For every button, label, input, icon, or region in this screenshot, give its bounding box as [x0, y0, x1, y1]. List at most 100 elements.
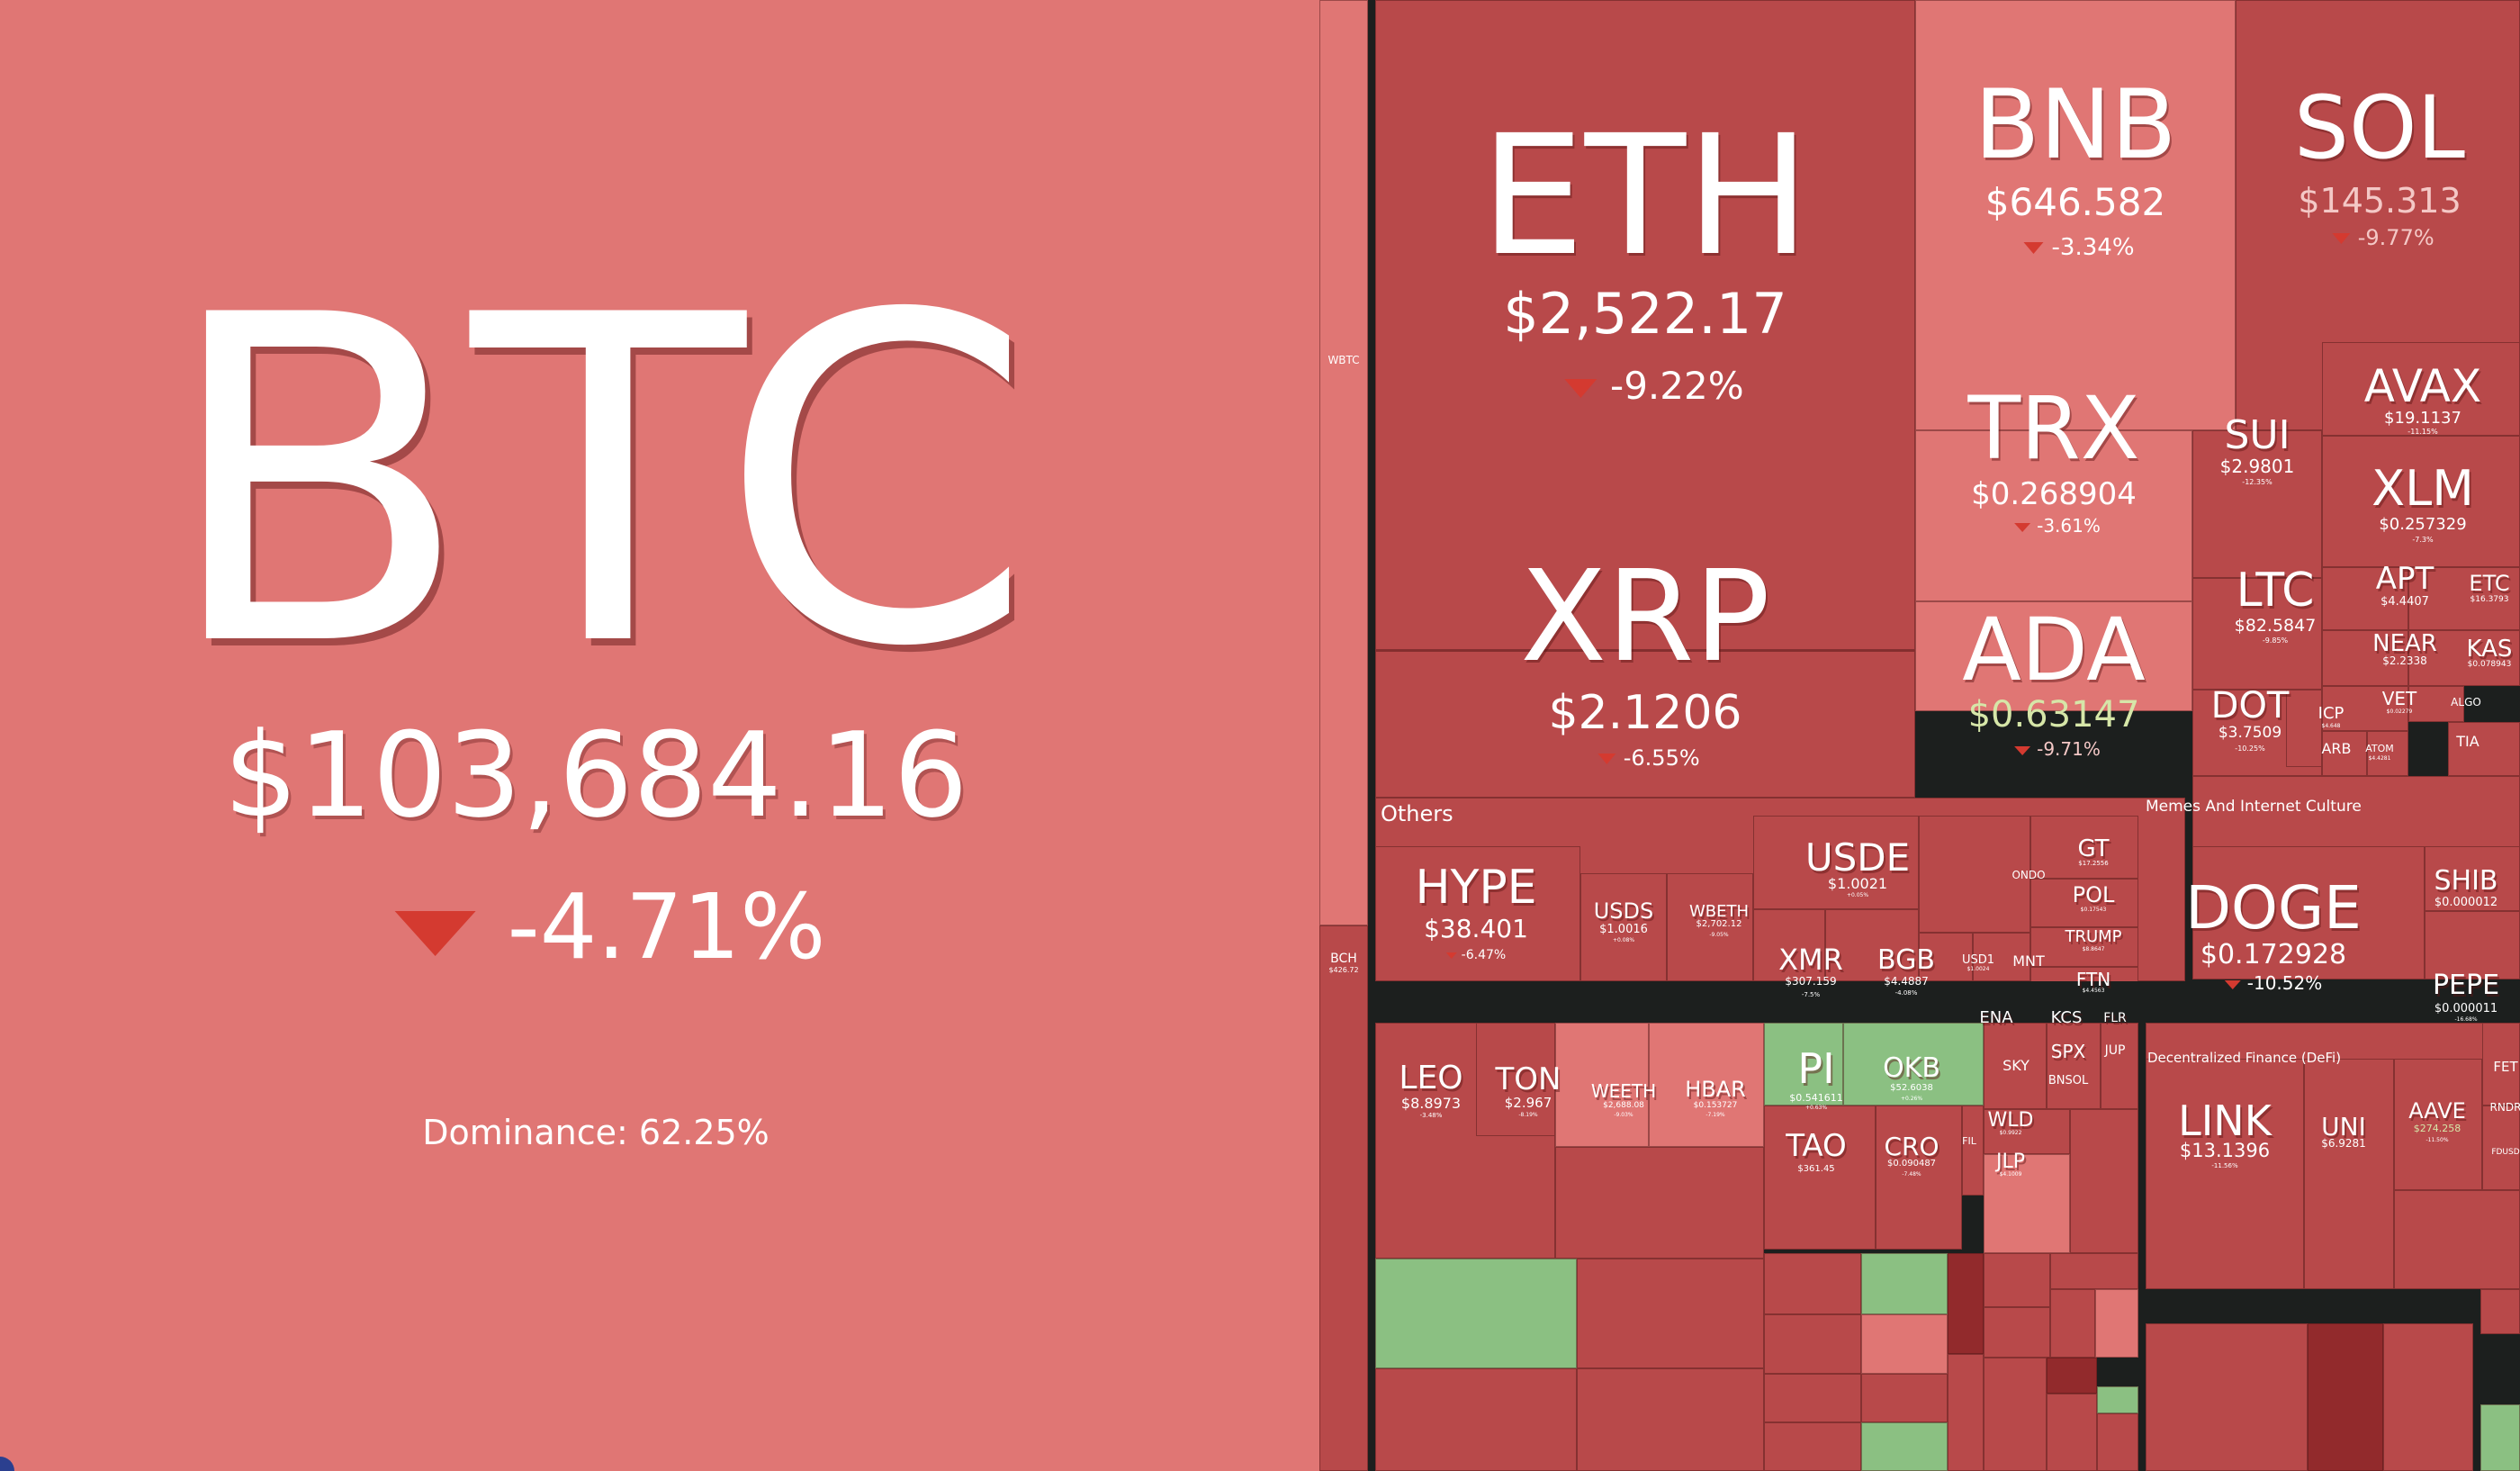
tile-filler-n[interactable] [1984, 1253, 2050, 1307]
tile-icp[interactable] [2286, 690, 2322, 767]
weeth-change: -9.03% [1614, 1112, 1634, 1118]
tile-gt[interactable] [2030, 816, 2138, 879]
tile-spx[interactable] [2047, 1023, 2101, 1109]
tile-shib[interactable] [2425, 846, 2520, 911]
tile-green-2[interactable] [1861, 1253, 1948, 1314]
tile-filler-i[interactable] [1764, 1374, 1861, 1422]
tile-filler-q[interactable] [2050, 1289, 2095, 1358]
tile-filler-o[interactable] [2050, 1253, 2138, 1289]
tile-filler-h[interactable] [1861, 1314, 1948, 1374]
tile-fdusd[interactable] [2394, 1190, 2520, 1289]
tile-filler-z[interactable] [2480, 1289, 2520, 1334]
tile-xlm[interactable] [2322, 436, 2520, 567]
tile-link[interactable] [2146, 1059, 2304, 1289]
tile-jlp[interactable] [1984, 1154, 2070, 1253]
tile-filler-r[interactable] [2095, 1289, 2138, 1358]
tile-filler-k[interactable] [1764, 1422, 1861, 1471]
tile-filler-g[interactable] [1764, 1314, 1861, 1374]
tile-bnb[interactable] [1915, 0, 2236, 430]
tile-green-5[interactable] [2480, 1404, 2520, 1471]
tile-filler-s[interactable] [1984, 1358, 2047, 1471]
tile-jup[interactable] [2101, 1023, 2138, 1109]
tile-filler-t[interactable] [2047, 1358, 2097, 1394]
tile-bch[interactable] [1319, 925, 1368, 1471]
tile-pi[interactable] [1764, 1023, 1843, 1106]
tile-green-1[interactable] [1375, 1259, 1577, 1368]
tile-green-4[interactable] [2097, 1386, 2138, 1413]
mnt-symbol: MNT [2012, 952, 2045, 970]
weeth-symbol: WEETH [1590, 1080, 1657, 1102]
tile-btc[interactable] [0, 0, 1319, 1471]
tile-trx[interactable] [1915, 430, 2192, 601]
tile-filler-f[interactable] [1764, 1253, 1861, 1314]
usd1-price: $1.0024 [1966, 966, 1990, 972]
tile-sky[interactable] [1984, 1023, 2047, 1109]
tile-filler-l[interactable] [1948, 1253, 1984, 1354]
btc-price: $103,684.16 [223, 707, 968, 844]
tile-eth[interactable] [1375, 0, 1915, 650]
tile-wld[interactable] [1984, 1109, 2070, 1154]
tile-xmr[interactable] [1753, 909, 1825, 981]
tile-tao[interactable] [1764, 1106, 1876, 1250]
tile-filler-y[interactable] [2383, 1323, 2473, 1471]
tile-near[interactable] [2322, 630, 2408, 686]
tile-ltc[interactable] [2192, 578, 2322, 690]
tile-hype[interactable] [1375, 846, 1580, 981]
tile-usd1[interactable] [1919, 933, 1973, 981]
tile-usde[interactable] [1753, 816, 1919, 909]
tile-ondo[interactable] [1919, 816, 2030, 933]
tile-uni[interactable] [2304, 1059, 2394, 1289]
tile-wbeth[interactable] [1667, 873, 1753, 981]
tile-hbar[interactable] [1649, 1023, 1764, 1147]
tile-filler-v[interactable] [2097, 1413, 2138, 1471]
tile-filler-m[interactable] [1948, 1354, 1984, 1471]
tile-filler-b[interactable] [2070, 1109, 2138, 1253]
tile-usds[interactable] [1580, 873, 1667, 981]
down-arrow-icon [1598, 754, 1616, 764]
link-price: $13.1396 [2179, 1140, 2271, 1161]
tile-avax[interactable] [2322, 342, 2520, 436]
tile-green-3[interactable] [1861, 1422, 1948, 1471]
tile-ton[interactable] [1476, 1023, 1555, 1136]
tile-filler-w[interactable] [2146, 1323, 2308, 1471]
tile-filler-a[interactable] [1555, 1147, 1764, 1259]
tile-atom[interactable] [2367, 731, 2408, 776]
tile-mnt[interactable] [1973, 933, 2030, 981]
xmr-price: $307.159 [1785, 975, 1837, 988]
tile-filler-x[interactable] [2308, 1323, 2383, 1471]
tile-fet[interactable] [2482, 1023, 2520, 1106]
tile-filler-e[interactable] [1577, 1368, 1764, 1471]
tile-wbtc[interactable] [1319, 0, 1368, 925]
tile-filler-j[interactable] [1861, 1374, 1948, 1422]
tile-xrp[interactable] [1375, 650, 1915, 798]
tile-filler-d[interactable] [1375, 1368, 1577, 1471]
tile-weeth[interactable] [1555, 1023, 1649, 1147]
tile-vet[interactable] [2322, 686, 2408, 731]
tile-etc[interactable] [2408, 567, 2520, 630]
tile-pol[interactable] [2030, 879, 2138, 927]
tile-filler-u[interactable] [2047, 1394, 2097, 1471]
tile-filler-c[interactable] [1577, 1259, 1764, 1368]
tile-trump[interactable] [2030, 927, 2138, 967]
tile-doge[interactable] [2192, 846, 2425, 979]
wld-symbol: WLD [1987, 1109, 2034, 1132]
divider-defi-left [2138, 1023, 2146, 1471]
kas-symbol: KAS [2466, 636, 2513, 663]
tile-aave[interactable] [2394, 1059, 2482, 1190]
tile-algo[interactable] [2408, 686, 2464, 722]
link-change: -11.56% [2211, 1162, 2238, 1169]
pol-price: $0.17543 [2080, 907, 2107, 913]
tile-fil[interactable] [1962, 1106, 1984, 1196]
tile-filler-p[interactable] [1984, 1307, 2050, 1358]
tile-arb[interactable] [2322, 731, 2367, 776]
tile-ada[interactable] [1915, 601, 2192, 711]
tile-kas[interactable] [2408, 630, 2520, 686]
tile-cro[interactable] [1876, 1106, 1962, 1250]
tile-pepe[interactable] [2425, 911, 2520, 979]
tile-bgb[interactable] [1825, 909, 1919, 981]
tile-apt[interactable] [2322, 567, 2408, 630]
xrp-change-value: -6.55% [1623, 745, 1700, 771]
tile-okb[interactable] [1843, 1023, 1984, 1106]
tao-price: $361.45 [1797, 1164, 1835, 1174]
tile-sui[interactable] [2192, 430, 2322, 578]
